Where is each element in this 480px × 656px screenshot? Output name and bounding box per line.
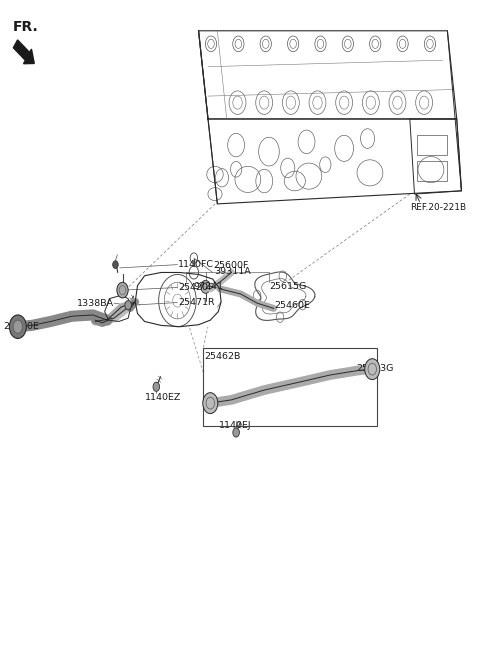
Text: REF.20-221B: REF.20-221B <box>410 203 466 212</box>
Circle shape <box>113 260 118 268</box>
Circle shape <box>117 282 128 298</box>
Circle shape <box>201 280 210 293</box>
Text: 1140EZ: 1140EZ <box>144 394 181 402</box>
Circle shape <box>203 393 218 413</box>
Text: 25471R: 25471R <box>179 298 215 307</box>
Text: 25420E: 25420E <box>4 322 40 331</box>
Text: 1140FC: 1140FC <box>179 260 215 269</box>
Bar <box>417 161 447 181</box>
Circle shape <box>13 320 23 333</box>
Text: 1338BA: 1338BA <box>76 298 114 308</box>
Text: 25462B: 25462B <box>204 352 241 361</box>
Circle shape <box>10 315 26 338</box>
Text: 25600F: 25600F <box>214 262 249 270</box>
Text: 25615G: 25615G <box>269 282 306 291</box>
Circle shape <box>365 359 380 380</box>
Text: FR.: FR. <box>13 20 39 33</box>
Circle shape <box>125 300 132 310</box>
Text: 25460E: 25460E <box>275 300 311 310</box>
Text: 25420F: 25420F <box>179 283 214 292</box>
Text: 1140EJ: 1140EJ <box>219 422 252 430</box>
Text: 25463G: 25463G <box>356 364 393 373</box>
Bar <box>417 135 447 155</box>
Circle shape <box>233 428 240 437</box>
FancyArrow shape <box>13 40 34 64</box>
Text: 97241: 97241 <box>193 282 223 291</box>
Text: 39311A: 39311A <box>214 267 251 276</box>
Bar <box>203 348 377 426</box>
Circle shape <box>153 382 159 392</box>
